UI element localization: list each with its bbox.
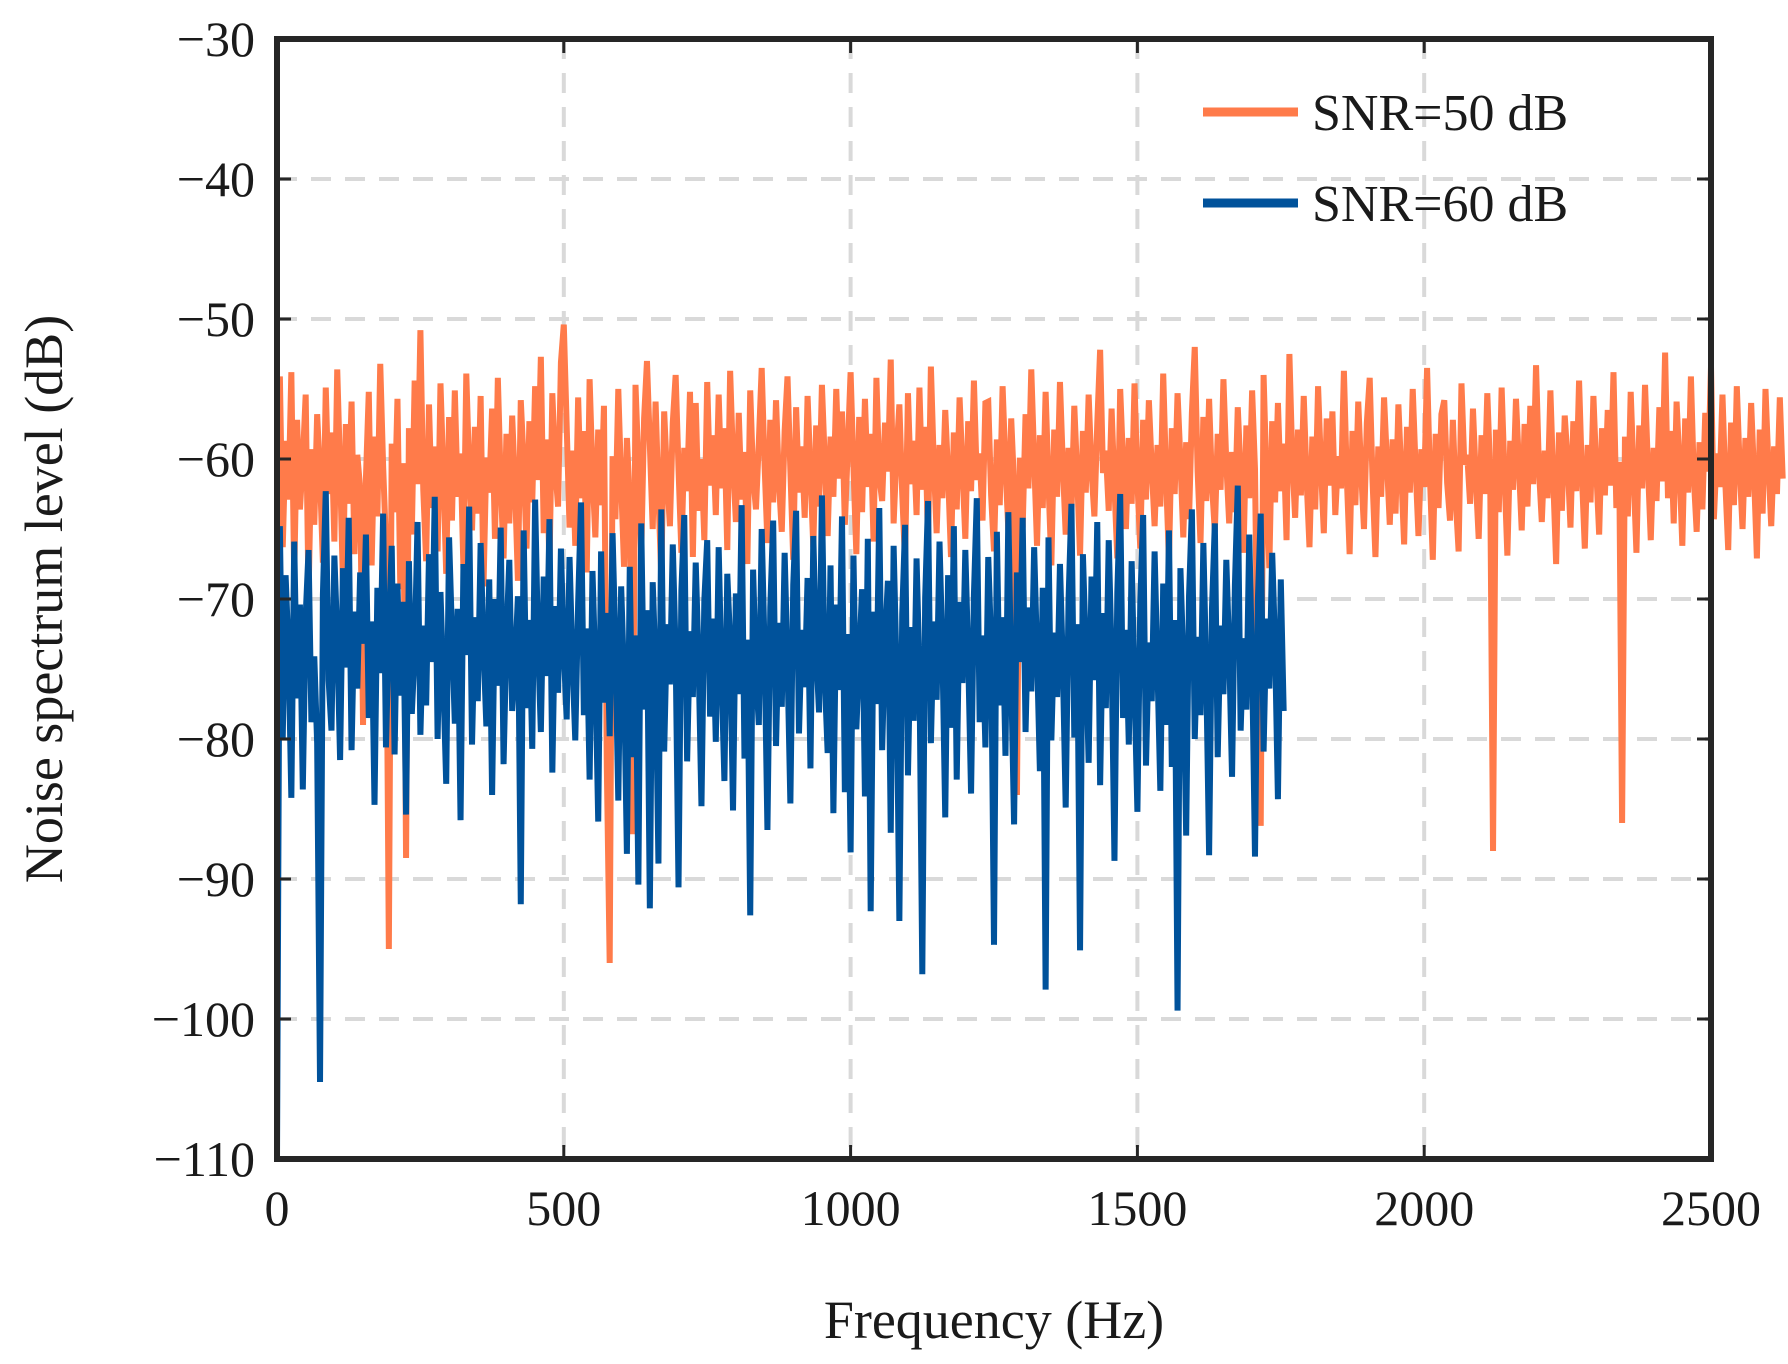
x-tick-label: 2000	[1374, 1180, 1474, 1236]
x-axis-title: Frequency (Hz)	[824, 1290, 1164, 1350]
y-tick-label: −80	[177, 711, 255, 767]
legend-label-snr-60: SNR=60 dB	[1312, 176, 1568, 233]
data-series	[274, 324, 1786, 1160]
y-tick-label: −90	[177, 851, 255, 907]
y-tick-label: −50	[177, 291, 255, 347]
y-axis-title: Noise spectrum level (dB)	[14, 315, 74, 883]
x-tick-label: 0	[265, 1180, 290, 1236]
y-tick-label: −70	[177, 571, 255, 627]
y-tick-label: −30	[177, 11, 255, 67]
y-tick-label: −60	[177, 431, 255, 487]
axis-ticks: 0 500 1000 1500 2000 2500 −30 −40 −50 −60 −70 −80 −9…	[152, 11, 1761, 1236]
y-tick-label: −100	[152, 991, 255, 1047]
y-tick-label: −110	[154, 1131, 255, 1187]
x-tick-label: 1500	[1087, 1180, 1187, 1236]
x-tick-label: 1000	[801, 1180, 901, 1236]
series-line-snr-50	[274, 324, 1786, 964]
x-tick-label: 500	[526, 1180, 601, 1236]
legend-label-snr-50: SNR=50 dB	[1312, 85, 1568, 142]
series-line-snr-60	[274, 485, 1287, 1160]
legend: SNR=50 dB SNR=60 dB	[1203, 85, 1568, 233]
x-tick-label: 2500	[1661, 1180, 1761, 1236]
y-tick-label: −40	[177, 151, 255, 207]
